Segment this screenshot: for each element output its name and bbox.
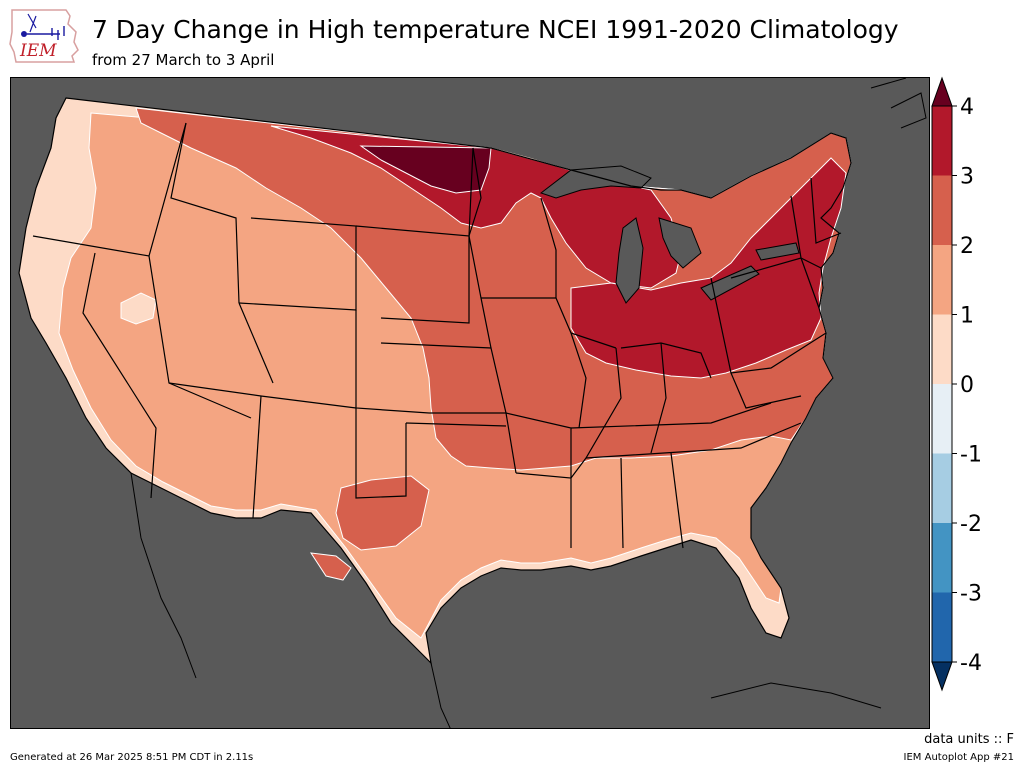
colorbar-swatch <box>932 453 952 523</box>
international-borders <box>130 78 927 728</box>
colorbar-extend-min <box>931 661 953 692</box>
chart-title: 7 Day Change in High temperature NCEI 19… <box>92 15 899 44</box>
colorbar-swatches <box>932 106 952 662</box>
colorbar-labels: 4 3 2 1 0 -1 -2 -3 -4 <box>952 95 982 676</box>
colorbar-swatch <box>932 245 952 315</box>
colorbar-extend-max <box>931 76 953 107</box>
app-credit: IEM Autoplot App #21 <box>903 752 1014 763</box>
chart-subtitle: from 27 March to 3 April <box>92 51 275 69</box>
map-panel <box>10 77 930 729</box>
colorbar-tick-label: -3 <box>960 582 982 607</box>
colorbar-tick-label: -2 <box>960 512 982 537</box>
band-2-to-3-rio-grande <box>309 552 352 581</box>
colorbar-swatch <box>932 175 952 245</box>
generated-timestamp: Generated at 26 Mar 2025 8:51 PM CDT in … <box>10 752 254 763</box>
colorbar-swatch <box>932 106 952 176</box>
lake-superior <box>539 165 652 199</box>
band-3-to-4 <box>270 125 682 289</box>
colorbar-tick-label: 3 <box>960 165 974 190</box>
colorbar-tick-label: -1 <box>960 443 982 468</box>
colorbar-swatch <box>932 523 952 593</box>
colorbar-tick-label: 1 <box>960 304 974 329</box>
colorbar-tick-label: -4 <box>960 651 982 676</box>
lake-michigan <box>615 217 644 304</box>
colorbar-swatch <box>932 314 952 384</box>
us-contour-map <box>11 78 929 728</box>
state-boundaries <box>18 97 852 665</box>
lake-huron <box>658 217 702 269</box>
colorbar: 4 3 2 1 0 -1 -2 -3 -4 <box>931 76 982 692</box>
colorbar-tick-label: 2 <box>960 234 974 259</box>
data-units-note: data units :: F <box>924 732 1014 747</box>
iem-logo: IEM <box>9 9 79 63</box>
band-3-to-4-east <box>570 157 847 379</box>
colorbar-swatch <box>932 384 952 454</box>
band-above-4 <box>359 145 492 194</box>
band-0-to-1-nevada <box>120 292 157 325</box>
colorbar-tick-label: 4 <box>960 95 974 120</box>
colorbar-swatch <box>932 592 952 662</box>
colorbar-tick-label: 0 <box>960 373 974 398</box>
logo-text: IEM <box>19 41 57 61</box>
lake-ontario <box>755 242 800 261</box>
